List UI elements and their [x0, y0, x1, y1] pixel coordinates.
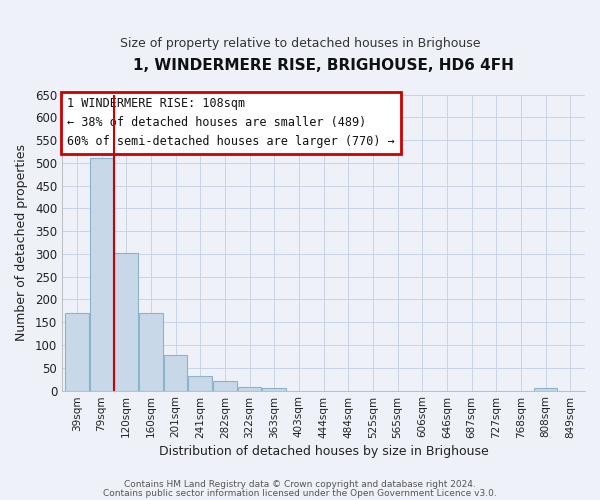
Bar	[115, 253, 138, 390]
Bar	[164, 355, 187, 390]
Title: 1, WINDERMERE RISE, BRIGHOUSE, HD6 4FH: 1, WINDERMERE RISE, BRIGHOUSE, HD6 4FH	[133, 58, 514, 72]
Text: Contains HM Land Registry data © Crown copyright and database right 2024.: Contains HM Land Registry data © Crown c…	[124, 480, 476, 489]
Bar	[238, 388, 261, 390]
Text: Size of property relative to detached houses in Brighouse: Size of property relative to detached ho…	[120, 38, 480, 51]
Text: 1 WINDERMERE RISE: 108sqm
← 38% of detached houses are smaller (489)
60% of semi: 1 WINDERMERE RISE: 108sqm ← 38% of detac…	[67, 98, 395, 148]
Bar	[262, 388, 286, 390]
Bar	[213, 382, 236, 390]
Bar	[90, 158, 113, 390]
X-axis label: Distribution of detached houses by size in Brighouse: Distribution of detached houses by size …	[158, 444, 488, 458]
Bar	[188, 376, 212, 390]
Bar	[534, 388, 557, 390]
Bar	[65, 313, 89, 390]
Text: Contains public sector information licensed under the Open Government Licence v3: Contains public sector information licen…	[103, 488, 497, 498]
Bar	[139, 313, 163, 390]
Y-axis label: Number of detached properties: Number of detached properties	[15, 144, 28, 341]
